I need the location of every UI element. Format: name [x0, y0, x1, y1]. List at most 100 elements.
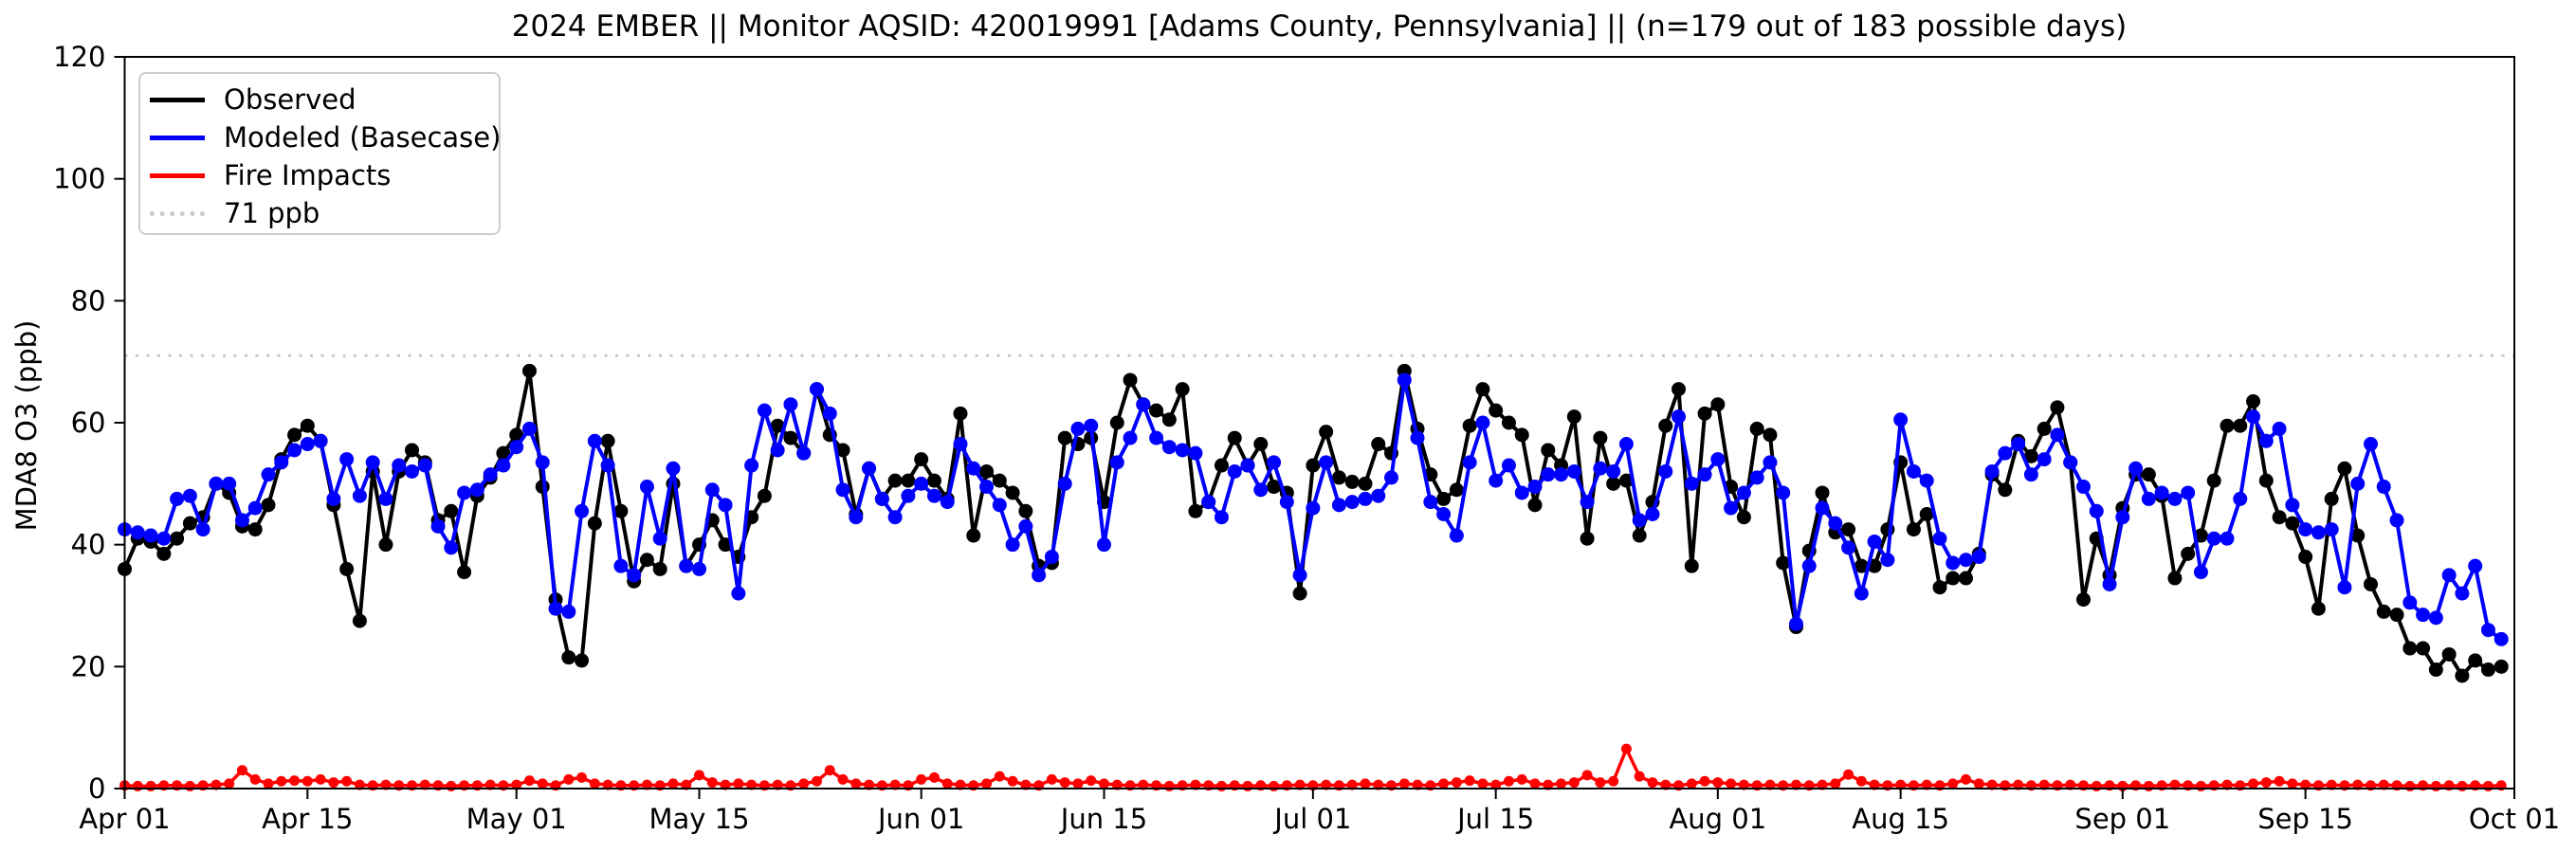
- series-marker: [926, 473, 941, 488]
- series-marker: [1593, 461, 1608, 476]
- series-marker: [132, 780, 143, 791]
- observed-line-sample: [150, 97, 205, 102]
- series-marker: [2468, 558, 2483, 573]
- series-marker: [263, 778, 274, 789]
- series-marker: [234, 513, 249, 528]
- y-tick-label: 60: [71, 407, 106, 439]
- series-marker: [835, 443, 850, 458]
- series-marker: [2457, 780, 2468, 791]
- series-marker: [143, 528, 158, 543]
- series-marker: [1543, 779, 1554, 790]
- series-marker: [1214, 458, 1229, 473]
- series-marker: [1998, 482, 2013, 498]
- series-marker: [1946, 555, 1961, 571]
- series-marker: [1568, 777, 1580, 789]
- series-marker: [1736, 485, 1751, 500]
- series-marker: [850, 778, 862, 789]
- series-marker: [731, 586, 746, 601]
- series-marker: [589, 778, 600, 789]
- series-marker: [953, 406, 968, 421]
- series-marker: [1699, 775, 1710, 787]
- series-marker: [652, 561, 667, 576]
- series-marker: [2363, 437, 2378, 452]
- series-marker: [1961, 773, 1972, 785]
- series-marker: [2324, 522, 2339, 537]
- series-marker: [1738, 779, 1749, 790]
- series-marker: [1815, 485, 1830, 500]
- series-marker: [1489, 473, 1504, 488]
- series-marker: [981, 778, 993, 789]
- series-marker: [1776, 555, 1791, 571]
- fire-impacts-line-sample: [150, 172, 205, 178]
- series-marker: [1253, 482, 1269, 498]
- series-marker: [182, 488, 197, 503]
- series-marker: [2311, 601, 2326, 616]
- series-marker: [1449, 528, 1464, 543]
- series-marker: [1581, 770, 1593, 781]
- series-marker: [1841, 540, 1856, 555]
- series-marker: [300, 437, 315, 452]
- series-marker: [2285, 498, 2300, 513]
- series-marker: [496, 458, 511, 473]
- series-marker: [1253, 437, 1269, 452]
- series-marker: [694, 770, 705, 781]
- series-marker: [339, 452, 355, 467]
- series-marker: [602, 779, 613, 790]
- series-marker: [339, 561, 355, 576]
- x-tick-label: Aug 15: [1852, 803, 1949, 835]
- series-marker: [2206, 473, 2221, 488]
- series-marker: [195, 522, 210, 537]
- series-marker: [979, 463, 995, 479]
- series-marker: [1123, 430, 1138, 445]
- series-marker: [1149, 403, 1164, 418]
- series-marker: [1188, 445, 1203, 461]
- series-marker: [2206, 531, 2221, 546]
- series-marker: [1346, 779, 1358, 790]
- series-marker: [1136, 397, 1151, 412]
- series-marker: [274, 455, 289, 470]
- series-marker: [2248, 778, 2259, 789]
- series-marker: [1527, 480, 1543, 495]
- legend-item-fire-impacts: Fire Impacts: [140, 156, 499, 194]
- series-marker: [484, 779, 496, 790]
- series-marker: [2455, 586, 2470, 601]
- series-marker: [378, 537, 393, 553]
- series-marker: [1710, 397, 1726, 412]
- series-marker: [1658, 463, 1673, 479]
- series-marker: [1319, 455, 1334, 470]
- series-marker: [1763, 427, 1778, 443]
- series-marker: [1109, 415, 1124, 430]
- series-marker: [210, 779, 222, 790]
- series-marker: [666, 461, 681, 476]
- series-marker: [783, 397, 798, 412]
- series-marker: [446, 780, 457, 791]
- series-marker: [1697, 406, 1712, 421]
- series-marker: [1726, 778, 1737, 789]
- series-marker: [2428, 610, 2443, 626]
- series-marker: [955, 779, 966, 790]
- series-marker: [326, 491, 341, 506]
- series-marker: [1608, 775, 1619, 787]
- series-marker: [2350, 476, 2366, 491]
- series-marker: [1306, 458, 1321, 473]
- series-marker: [1921, 779, 1932, 790]
- series-marker: [1984, 463, 2000, 479]
- series-marker: [1358, 491, 1373, 506]
- series-marker: [2181, 485, 2196, 500]
- series-marker: [2167, 491, 2183, 506]
- legend-item-observed: Observed: [140, 81, 499, 118]
- series-marker: [1412, 779, 1423, 790]
- series-marker: [1684, 476, 1699, 491]
- series-marker: [509, 440, 524, 455]
- series-marker: [1475, 415, 1490, 430]
- series-marker: [457, 485, 472, 500]
- series-marker: [1620, 743, 1632, 754]
- y-tick-label: 80: [71, 284, 106, 317]
- series-marker: [796, 445, 812, 461]
- series-marker: [874, 491, 889, 506]
- series-marker: [1397, 372, 1412, 388]
- series-marker: [1373, 779, 1384, 790]
- series-marker: [2363, 576, 2378, 591]
- series-marker: [496, 445, 511, 461]
- series-marker: [1163, 780, 1175, 791]
